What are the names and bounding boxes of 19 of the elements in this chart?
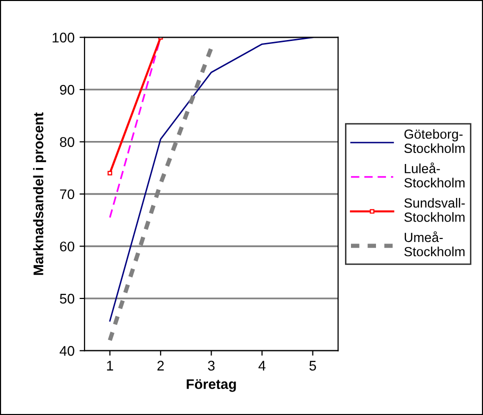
line-series	[109, 37, 314, 322]
y-tick-label: 80	[60, 137, 74, 147]
y-tick-label: 100	[52, 32, 74, 43]
legend-label: Sundsvall- Stockholm	[404, 198, 465, 222]
y-tick-label: 70	[60, 189, 74, 200]
x-tick-label: 2	[157, 360, 164, 370]
legend-label: Luleå- Stockholm	[404, 162, 464, 188]
y-tick-label: 40	[60, 346, 74, 356]
x-tick-label: 4	[258, 360, 266, 370]
y-axis-title: Marknadsandel i procent	[33, 112, 46, 275]
x-tick-label: 3	[208, 360, 215, 371]
x-tick-label: 1	[107, 360, 114, 370]
y-tick-label: 60	[60, 242, 74, 252]
legend-label: Umeå- Stockholm	[404, 231, 464, 256]
y-tick-label: 90	[60, 84, 74, 95]
legend-label: Göteborg- Stockholm	[404, 129, 464, 154]
y-tick-label: 50	[60, 294, 74, 304]
x-axis-title: Företag	[186, 379, 236, 392]
x-tick-label: 5	[309, 360, 316, 371]
